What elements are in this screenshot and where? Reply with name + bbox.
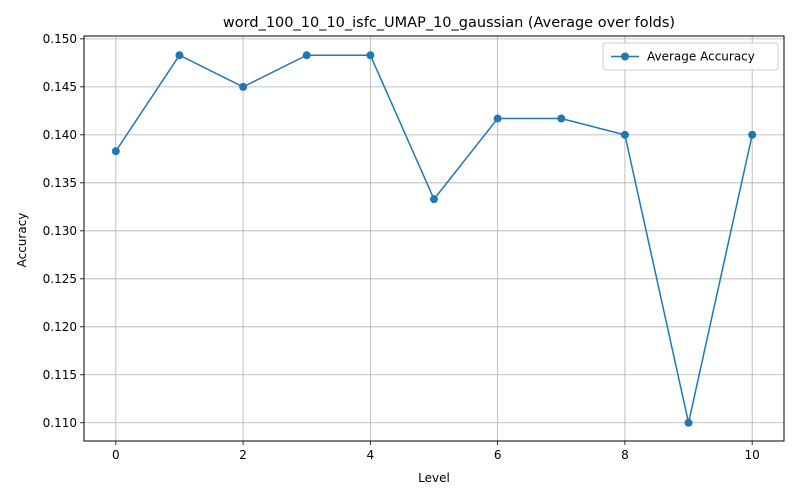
- y-tick-label: 0.150: [43, 32, 77, 46]
- x-tick-label: 0: [112, 448, 120, 462]
- x-tick-label: 10: [745, 448, 760, 462]
- legend-marker: [621, 52, 629, 61]
- y-tick-label: 0.145: [43, 80, 77, 94]
- data-point: [748, 130, 757, 139]
- x-tick-label: 4: [367, 448, 375, 462]
- legend-label: Average Accuracy: [647, 50, 755, 64]
- y-axis-label: Accuracy: [15, 213, 29, 268]
- chart-title: word_100_10_10_isfc_UMAP_10_gaussian (Av…: [223, 15, 675, 31]
- legend: Average Accuracy: [602, 42, 779, 71]
- series-layer: [111, 51, 757, 427]
- y-tick-label: 0.110: [43, 416, 77, 430]
- y-tick-label: 0.120: [43, 320, 77, 334]
- y-tick-label: 0.125: [43, 272, 77, 286]
- data-point: [302, 51, 311, 60]
- data-point: [175, 51, 184, 60]
- y-tick-label: 0.135: [43, 176, 77, 190]
- y-axis-ticks: 0.110 0.115 0.120 0.125 0.130 0.135 0.140 0.145…: [43, 32, 84, 430]
- y-tick-label: 0.130: [43, 224, 77, 238]
- data-point: [620, 130, 629, 139]
- x-tick-label: 2: [239, 448, 247, 462]
- legend-box: [602, 42, 779, 71]
- axes-frame: [83, 35, 785, 442]
- x-tick-label: 8: [621, 448, 629, 462]
- y-tick-label: 0.115: [43, 368, 77, 382]
- y-tick-label: 0.140: [43, 128, 77, 142]
- data-point: [493, 114, 502, 123]
- x-tick-label: 6: [494, 448, 502, 462]
- x-axis-label: Level: [418, 471, 450, 485]
- x-axis-ticks: 0 2 4 6 8 10: [112, 441, 760, 462]
- data-point: [111, 147, 120, 156]
- data-point: [366, 51, 375, 60]
- grid: [84, 36, 784, 441]
- data-point: [557, 114, 566, 123]
- data-point: [430, 195, 438, 204]
- data-point: [684, 418, 693, 427]
- data-point: [239, 82, 248, 91]
